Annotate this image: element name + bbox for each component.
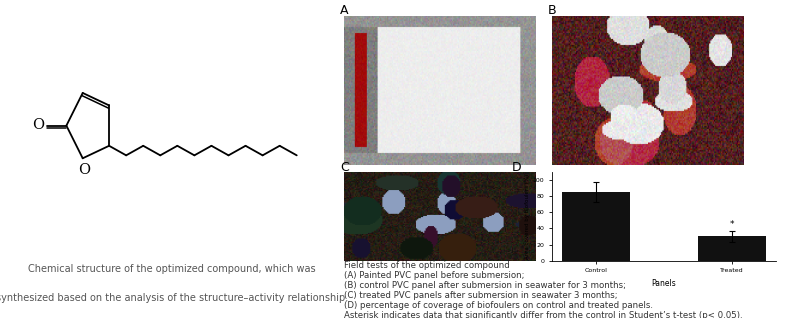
Text: A: A bbox=[340, 4, 349, 17]
Text: (D) percentage of coverage of biofoulers on control and treated panels.: (D) percentage of coverage of biofoulers… bbox=[344, 301, 653, 310]
Text: Field tests of the optimized compound: Field tests of the optimized compound bbox=[344, 261, 510, 270]
Text: O: O bbox=[78, 163, 90, 177]
Text: D: D bbox=[512, 161, 522, 174]
Text: Chemical structure of the optimized compound, which was: Chemical structure of the optimized comp… bbox=[28, 264, 316, 274]
X-axis label: Panels: Panels bbox=[652, 279, 676, 288]
Text: Asterisk indicates data that significantly differ from the control in Student’s : Asterisk indicates data that significant… bbox=[344, 311, 742, 318]
Y-axis label: Area covered by biofoulers (%): Area covered by biofoulers (%) bbox=[525, 174, 530, 259]
Text: O: O bbox=[32, 118, 44, 132]
Text: (B) control PVC panel after submersion in seawater for 3 months;: (B) control PVC panel after submersion i… bbox=[344, 281, 626, 290]
Text: *: * bbox=[730, 220, 734, 229]
Text: B: B bbox=[548, 4, 557, 17]
Bar bbox=[562, 192, 630, 261]
Text: C: C bbox=[340, 161, 349, 174]
Text: (C) treated PVC panels after submersion in seawater 3 months;: (C) treated PVC panels after submersion … bbox=[344, 291, 618, 300]
Text: (A) Painted PVC panel before submersion;: (A) Painted PVC panel before submersion; bbox=[344, 271, 525, 280]
Bar bbox=[698, 237, 766, 261]
Text: synthesized based on the analysis of the structure–activity relationship.: synthesized based on the analysis of the… bbox=[0, 294, 348, 303]
